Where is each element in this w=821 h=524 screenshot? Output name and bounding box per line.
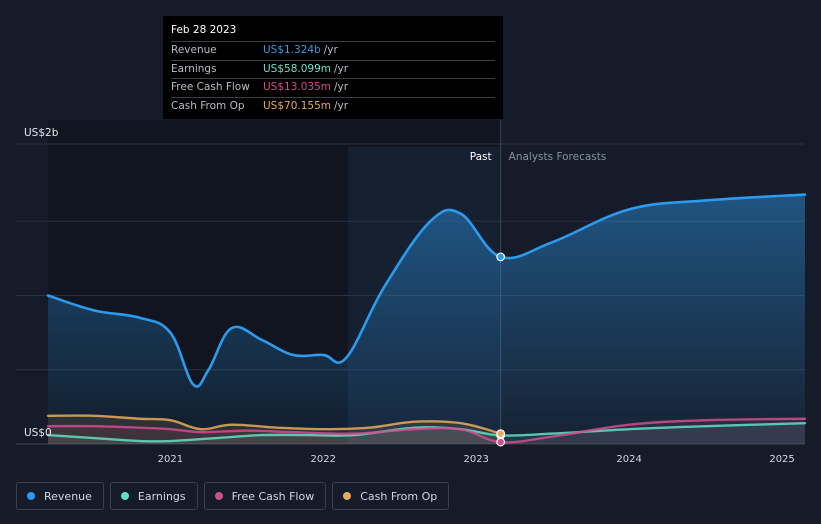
y-axis-label-bottom: US$0 bbox=[24, 427, 52, 439]
tooltip: Feb 28 2023 Revenue US$1.324b/yr Earning… bbox=[163, 16, 503, 119]
tooltip-date: Feb 28 2023 bbox=[171, 23, 495, 42]
earnings-area bbox=[48, 423, 805, 444]
free-cash-flow-line bbox=[46, 417, 807, 444]
legend-label: Cash From Op bbox=[360, 489, 438, 503]
tooltip-value: US$58.099m/yr bbox=[263, 62, 349, 75]
legend-label: Revenue bbox=[44, 489, 92, 503]
legend: Revenue Earnings Free Cash Flow Cash Fro… bbox=[16, 482, 450, 510]
tooltip-value: US$70.155m/yr bbox=[263, 99, 349, 112]
legend-dot-icon bbox=[343, 492, 352, 500]
legend-item-earnings[interactable]: Earnings bbox=[109, 482, 198, 510]
x-tick-label: 2025 bbox=[769, 454, 794, 465]
revenue-area bbox=[48, 194, 805, 444]
legend-dot-icon bbox=[120, 492, 129, 500]
legend-item-revenue[interactable]: Revenue bbox=[16, 482, 104, 510]
forecast-label: Analysts Forecasts bbox=[509, 151, 607, 163]
tooltip-value: US$1.324b/yr bbox=[263, 44, 338, 56]
legend-item-free-cash-flow[interactable]: Free Cash Flow bbox=[203, 482, 327, 510]
tooltip-row-earnings: Earnings US$58.099m/yr bbox=[171, 61, 495, 79]
tooltip-row-revenue: Revenue US$1.324b/yr bbox=[171, 42, 495, 61]
tooltip-label: Free Cash Flow bbox=[171, 81, 250, 93]
cash-from-op-area bbox=[48, 415, 501, 444]
legend-dot-icon bbox=[27, 492, 35, 500]
free-cash-flow-point bbox=[496, 437, 506, 447]
x-tick-label: 2022 bbox=[311, 454, 336, 465]
x-tick-label: 2021 bbox=[158, 454, 183, 465]
tooltip-label: Cash From Op bbox=[171, 99, 245, 112]
tooltip-label: Revenue bbox=[171, 44, 217, 56]
tooltip-row-free-cash-flow: Free Cash Flow US$13.035m/yr bbox=[171, 79, 495, 98]
x-tick-label: 2024 bbox=[616, 454, 641, 465]
cash-from-op-line bbox=[46, 414, 502, 435]
revenue-line bbox=[46, 193, 807, 388]
tooltip-label: Earnings bbox=[171, 62, 217, 75]
tooltip-value: US$13.035m/yr bbox=[263, 81, 349, 93]
legend-label: Free Cash Flow bbox=[231, 489, 315, 503]
legend-label: Earnings bbox=[137, 489, 186, 503]
past-label: Past bbox=[470, 151, 492, 163]
y-axis-label-top: US$2b bbox=[24, 127, 59, 139]
legend-dot-icon bbox=[214, 492, 223, 500]
revenue-point bbox=[496, 252, 506, 262]
tooltip-row-cash-from-op: Cash From Op US$70.155m/yr bbox=[171, 98, 495, 116]
cash-from-op-point bbox=[496, 429, 506, 439]
x-tick-label: 2023 bbox=[463, 454, 488, 465]
legend-item-cash-from-op[interactable]: Cash From Op bbox=[332, 482, 450, 510]
